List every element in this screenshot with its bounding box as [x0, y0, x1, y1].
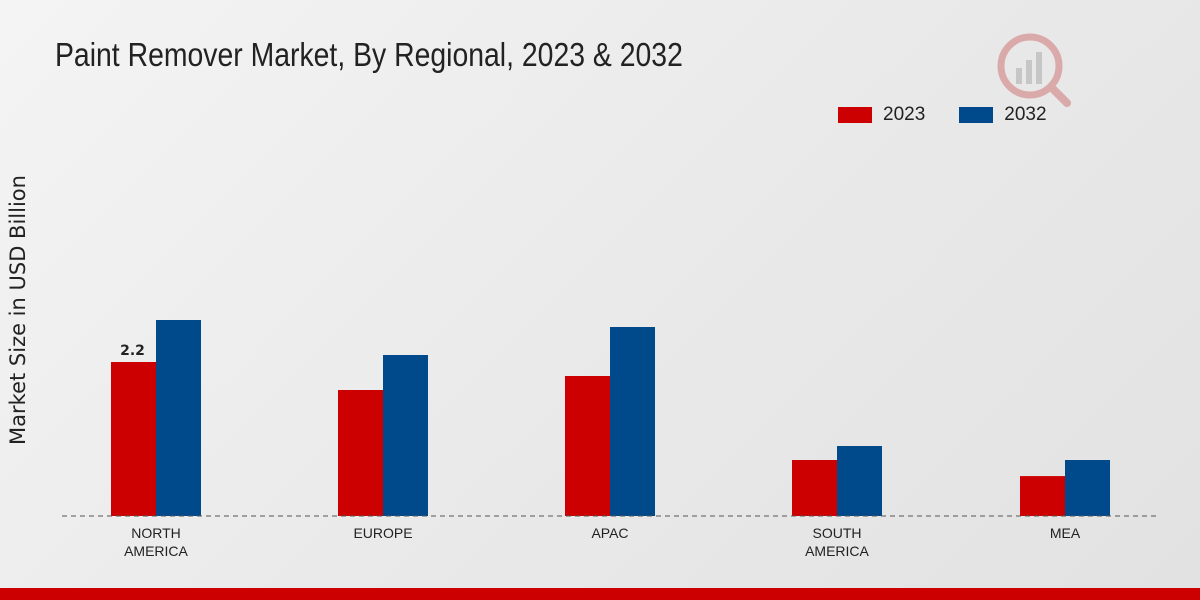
bottom-accent-bar: [0, 588, 1200, 600]
data-label-north-america-2023: 2.2: [120, 343, 145, 359]
x-tick-label-mea: MEA: [1050, 525, 1081, 541]
bar-north-america-2032: [156, 320, 201, 516]
legend-swatch-2023: [838, 107, 872, 123]
x-tick-label-south-america: SOUTH AMERICA: [805, 525, 869, 559]
legend-swatch-2032: [959, 107, 994, 123]
bar-mea-2032: [1065, 460, 1110, 516]
legend-label-2023: 2023: [883, 104, 926, 125]
bar-south-america-2023: [792, 460, 837, 516]
legend-item-2032: 2032: [959, 104, 1047, 126]
bar-apac-2032: [610, 327, 655, 516]
x-tick-label-apac: APAC: [591, 525, 628, 541]
bar-mea-2023: [1020, 476, 1065, 516]
chart-title: Paint Remover Market, By Regional, 2023 …: [55, 36, 683, 73]
bar-south-america-2032: [837, 446, 882, 516]
x-tick-label-europe: EUROPE: [353, 525, 412, 541]
legend-item-2023: 2023: [838, 104, 925, 126]
bar-europe-2023: [338, 390, 383, 516]
x-tick-label-north-america: NORTH AMERICA: [124, 525, 188, 559]
watermark-logo-icon: [997, 33, 1071, 107]
bar-europe-2032: [383, 355, 428, 516]
legend: 2023 2032: [838, 104, 1081, 126]
bar-apac-2023: [565, 376, 610, 516]
legend-label-2032: 2032: [1004, 104, 1047, 125]
bar-north-america-2023: [111, 362, 156, 516]
